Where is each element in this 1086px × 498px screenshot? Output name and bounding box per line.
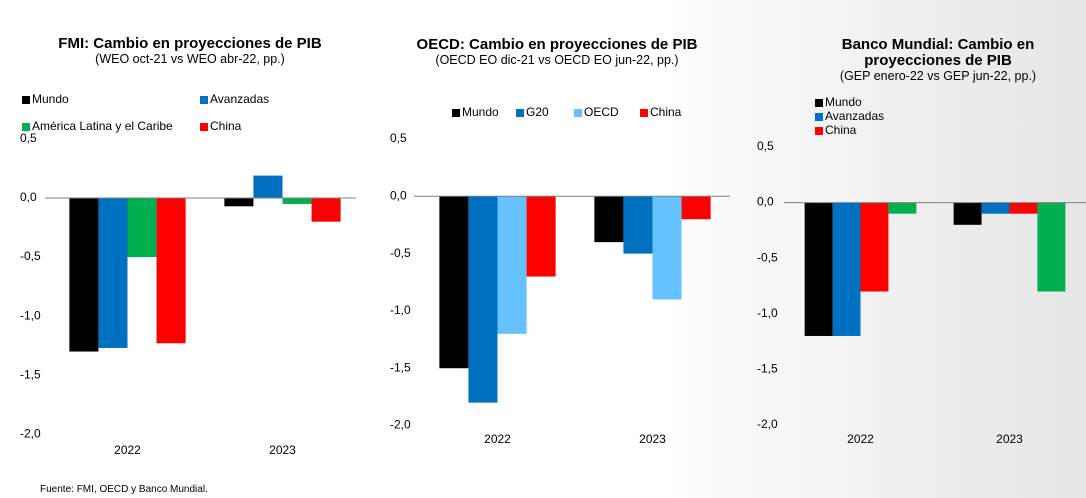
legend-label: China [825, 123, 857, 137]
legend-label: Mundo [462, 105, 499, 119]
bar [623, 196, 653, 254]
bar [311, 198, 341, 222]
y-tick-label: -1,0 [20, 308, 41, 322]
bar [804, 202, 833, 336]
x-tick-label: 2022 [847, 432, 874, 446]
legend-swatch [815, 99, 823, 107]
bar [224, 198, 254, 207]
legend-swatch [815, 113, 823, 121]
legend-label: OECD [584, 105, 619, 119]
legend-swatch [200, 96, 208, 104]
bar [1009, 202, 1038, 214]
y-tick-label: -2,0 [757, 417, 778, 431]
x-tick-label: 2023 [639, 432, 666, 446]
y-tick-label: -1,5 [20, 367, 41, 381]
chart-title: Banco Mundial: Cambio en proyecciones de… [841, 36, 1035, 69]
y-tick-label: -1,5 [757, 361, 778, 375]
bar [497, 196, 527, 334]
y-tick-label: -2,0 [390, 418, 411, 432]
chart-subtitle: (WEO oct-21 vs WEO abr-22, pp.) [95, 52, 285, 66]
x-tick-label: 2022 [114, 443, 141, 457]
legend-label: Avanzadas [825, 109, 884, 123]
legend-swatch [22, 123, 30, 131]
x-tick-label: 2023 [269, 443, 296, 457]
legend-label: Mundo [825, 95, 862, 109]
legend-label: China [210, 119, 242, 133]
legend-swatch [452, 109, 460, 117]
legend-label: G20 [526, 105, 549, 119]
chart-subtitle: (OECD EO dic-21 vs OECD EO jun-22, pp.) [435, 53, 679, 67]
y-tick-label: 0,5 [20, 131, 37, 145]
y-tick-label: -0,5 [757, 250, 778, 264]
y-tick-label: 0,5 [390, 131, 407, 145]
y-tick-label: -1,5 [390, 360, 411, 374]
legend-swatch [22, 96, 30, 104]
legend-label: Mundo [32, 92, 69, 106]
bar [127, 198, 157, 258]
bar [69, 198, 99, 352]
bar [468, 196, 498, 403]
bar [594, 196, 624, 243]
legend-label: Avanzadas [210, 92, 269, 106]
y-tick-label: -1,0 [390, 303, 411, 317]
bar [953, 202, 982, 225]
bar [98, 198, 128, 348]
legend-swatch [516, 109, 524, 117]
title-block: FMI: Cambio en proyecciones de PIB (WEO o… [50, 36, 330, 67]
legend-swatch [574, 109, 582, 117]
bar [282, 198, 312, 204]
y-tick-label: -1,0 [757, 306, 778, 320]
bar [652, 196, 682, 300]
y-tick-label: 0,0 [757, 195, 774, 209]
source-note: Fuente: FMI, OECD y Banco Mundial. [40, 484, 208, 495]
bar [832, 202, 861, 336]
y-tick-label: -0,5 [20, 249, 41, 263]
legend-label: América Latina y el Caribe [32, 119, 173, 133]
bar [1037, 202, 1066, 292]
chart-title: FMI: Cambio en proyecciones de PIB [58, 35, 322, 52]
x-tick-label: 2022 [484, 432, 511, 446]
legend-swatch [815, 127, 823, 135]
chart-title: OECD: Cambio en proyecciones de PIB [416, 36, 698, 53]
legend-swatch [640, 109, 648, 117]
legend-swatch [200, 123, 208, 131]
x-tick-label: 2023 [996, 432, 1023, 446]
bar [526, 196, 556, 277]
bar [860, 202, 889, 292]
y-tick-label: -0,5 [390, 246, 411, 260]
bar [156, 198, 186, 344]
y-tick-label: 0,5 [757, 139, 774, 153]
title-block: Banco Mundial: Cambio en proyecciones de… [828, 37, 1048, 84]
title-block: OECD: Cambio en proyecciones de PIB (OECD… [412, 37, 702, 68]
bar [253, 175, 283, 199]
bar [681, 196, 711, 220]
legend-label: China [650, 105, 682, 119]
bar [888, 202, 917, 214]
y-tick-label: 0,0 [20, 190, 37, 204]
chart-subtitle: (GEP enero-22 vs GEP jun-22, pp.) [839, 69, 1037, 83]
y-tick-label: -2,0 [20, 426, 41, 440]
bar [439, 196, 469, 369]
y-tick-label: 0,0 [390, 188, 407, 202]
bar [981, 202, 1010, 214]
